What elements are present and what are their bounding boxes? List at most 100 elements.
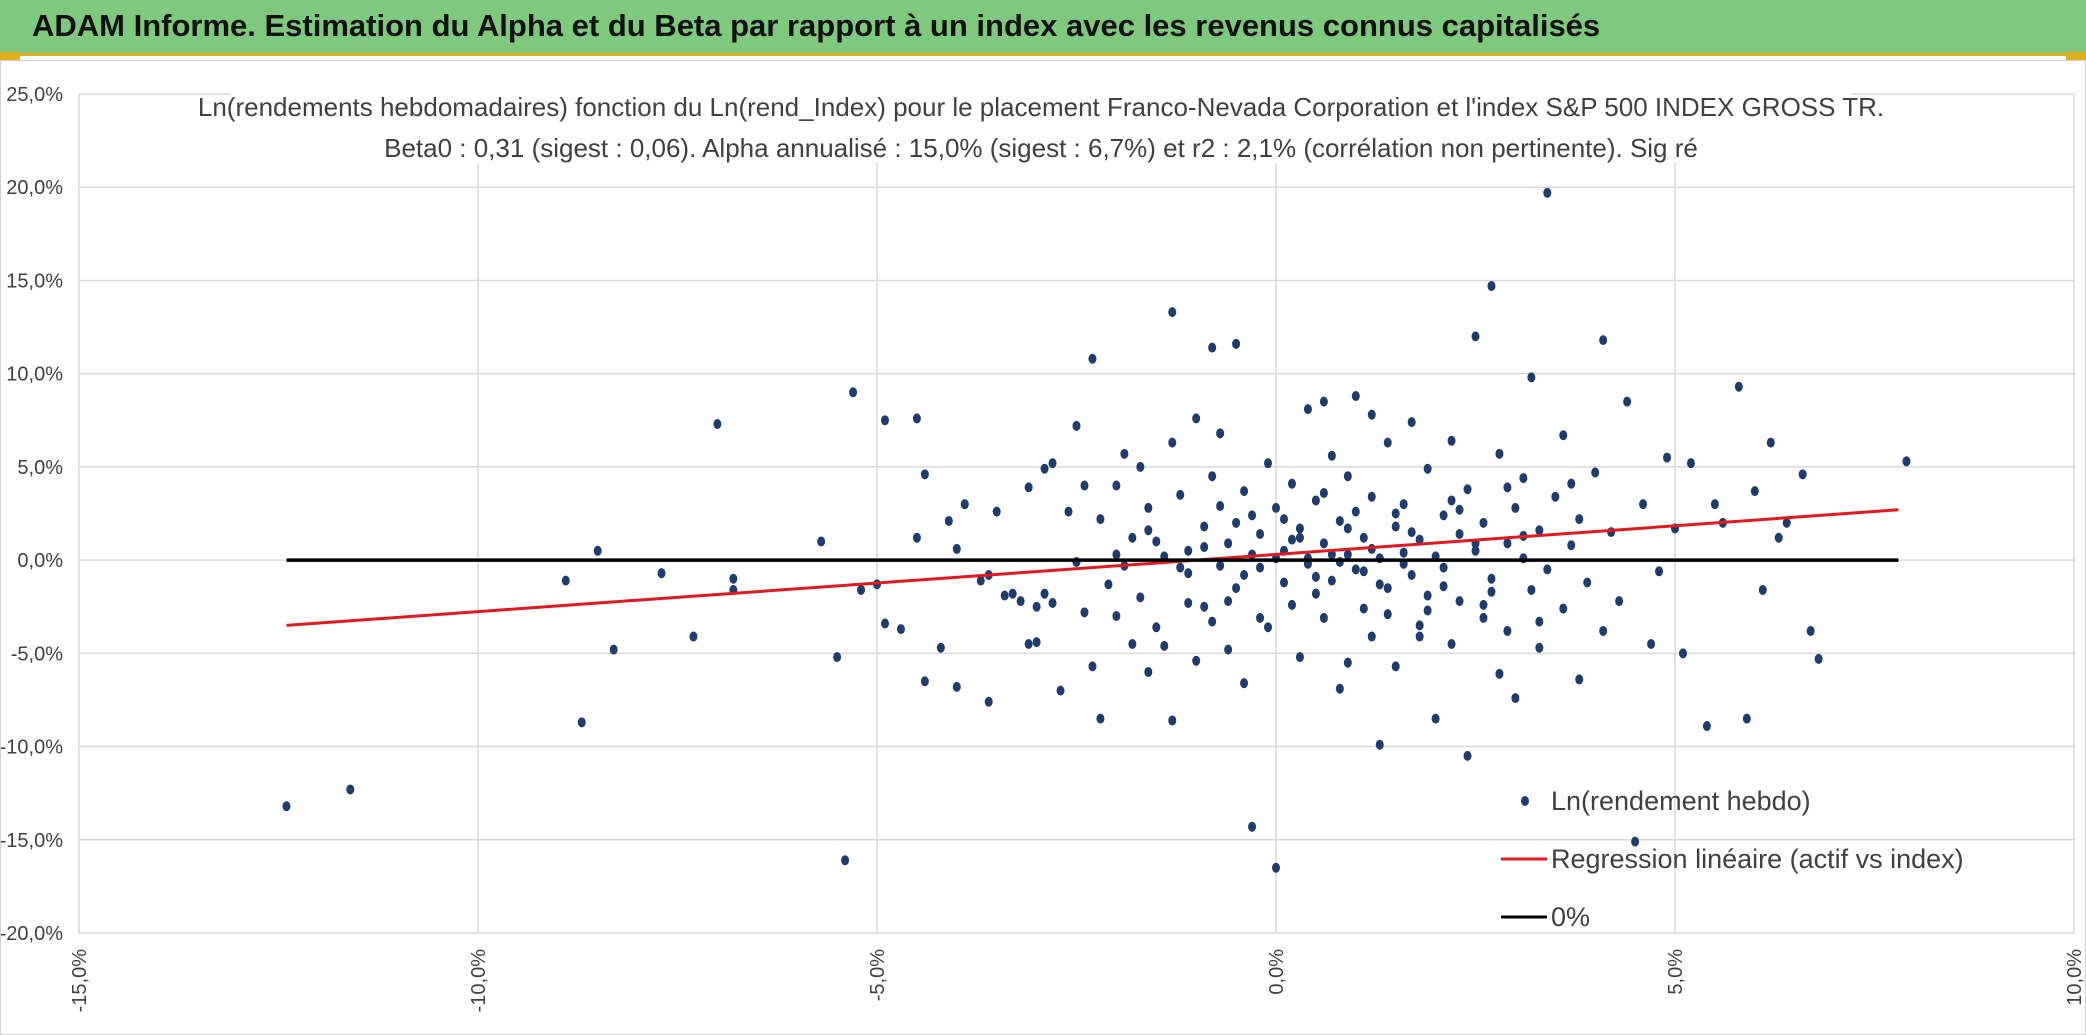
data-point (1535, 642, 1544, 653)
data-point (1479, 612, 1488, 623)
data-point (1343, 657, 1352, 668)
y-tick-label: 25,0% (6, 84, 63, 106)
data-point (577, 717, 586, 728)
data-point (817, 536, 826, 547)
data-point (896, 624, 905, 635)
data-point (1184, 545, 1193, 556)
data-point (1272, 862, 1280, 873)
data-point (1567, 478, 1576, 489)
y-tick-label: 20,0% (6, 177, 63, 199)
data-point (936, 642, 945, 653)
data-point (1240, 570, 1249, 581)
data-point (1152, 536, 1161, 547)
data-point (1064, 506, 1073, 517)
data-point (1455, 529, 1464, 540)
data-point (1407, 570, 1416, 581)
data-point (1551, 491, 1560, 502)
title-background (231, 81, 1851, 163)
chart-subtitle: Beta0 : 0,31 (sigest : 0,06). Alpha annu… (384, 133, 1698, 163)
data-point (1303, 404, 1312, 415)
data-point (1295, 532, 1304, 543)
data-point (912, 413, 921, 424)
data-point (1535, 525, 1544, 536)
data-point (1503, 538, 1512, 549)
data-point (1623, 396, 1632, 407)
data-point (1495, 668, 1504, 679)
legend-marker-points (1521, 796, 1529, 806)
data-point (1375, 739, 1384, 750)
data-point (1359, 603, 1368, 614)
data-point (1208, 342, 1217, 353)
data-point (1575, 514, 1584, 525)
data-point (1192, 413, 1201, 424)
data-point (1240, 678, 1249, 689)
data-point (1567, 540, 1576, 551)
data-point (1040, 588, 1049, 599)
data-point (992, 506, 1001, 517)
data-point (1710, 499, 1719, 510)
data-point (1367, 631, 1376, 642)
data-point (1279, 514, 1288, 525)
data-point (1112, 549, 1121, 560)
data-point (1487, 573, 1496, 584)
data-point (1527, 372, 1536, 383)
chart-series (282, 187, 1911, 873)
data-point (1264, 622, 1273, 633)
data-point (1016, 596, 1025, 607)
data-point (1511, 693, 1520, 704)
data-point (1391, 508, 1400, 519)
data-point (1256, 529, 1265, 540)
data-point (1032, 637, 1041, 648)
data-point (1503, 625, 1512, 636)
data-point (1463, 484, 1472, 495)
x-tick-label: 0,0% (1266, 949, 1288, 995)
data-point (857, 584, 866, 595)
scatter-chart: Ln(rendements hebdomadaires) fonction du… (1, 81, 2085, 1012)
data-point (984, 696, 993, 707)
data-point (1423, 590, 1432, 601)
data-point (1160, 640, 1169, 651)
data-point (1471, 545, 1480, 556)
y-tick-label: -5,0% (11, 643, 63, 665)
data-point (1678, 648, 1687, 659)
data-point (1519, 473, 1528, 484)
data-point (1407, 417, 1416, 428)
data-point (1782, 517, 1791, 528)
data-point (1479, 517, 1488, 528)
data-point (1136, 592, 1145, 603)
data-point (1112, 480, 1121, 491)
report-header: ADAM Informe. Estimation du Alpha et du … (0, 0, 2086, 56)
data-point (1455, 504, 1464, 515)
data-point (1631, 836, 1640, 847)
data-point (1224, 644, 1233, 655)
data-point (593, 545, 602, 556)
data-point (1287, 534, 1296, 545)
data-point (1216, 560, 1225, 571)
data-point (1766, 437, 1775, 448)
data-point (1407, 527, 1416, 538)
data-point (1559, 430, 1568, 441)
data-point (1112, 611, 1121, 622)
data-point (1168, 307, 1177, 318)
axis-tick-labels: -20,0% -15,0% -10,0% -5,0% 0,0% 5,0% 10,0% 15,0… (1, 84, 2085, 1012)
data-point (1615, 596, 1624, 607)
data-point (833, 652, 842, 663)
data-point (1192, 655, 1201, 666)
data-point (1335, 683, 1344, 694)
data-point (1591, 467, 1600, 478)
data-point (1367, 409, 1376, 420)
data-point (1439, 581, 1448, 592)
data-point (1774, 532, 1783, 543)
data-point (1080, 607, 1089, 618)
legend-label: Ln(rendement hebdo) (1551, 786, 1811, 816)
data-point (1327, 575, 1336, 586)
data-point (1048, 597, 1057, 608)
data-point (944, 515, 953, 526)
x-tick-label: -10,0% (468, 949, 490, 1013)
data-point (1583, 577, 1592, 588)
data-point (920, 469, 929, 480)
data-point (1096, 514, 1105, 525)
data-point (1287, 599, 1296, 610)
data-point (841, 855, 850, 866)
data-point (1168, 437, 1177, 448)
